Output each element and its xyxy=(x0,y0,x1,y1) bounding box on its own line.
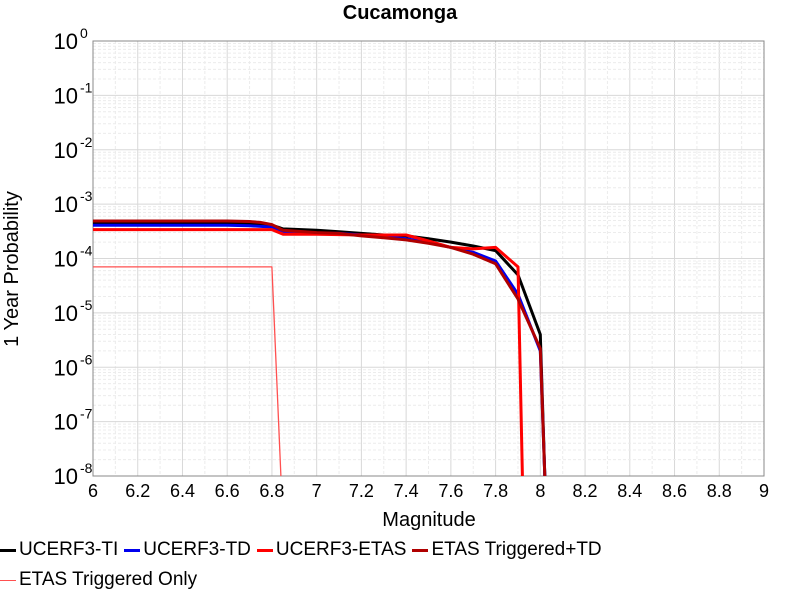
legend-swatch xyxy=(412,548,429,552)
y-tick-base: 10 xyxy=(54,83,78,108)
series-line-ucerf3-etas xyxy=(93,228,524,477)
y-tick-exponent: -5 xyxy=(80,297,93,313)
x-tick-label: 9 xyxy=(759,481,769,501)
x-tick-labels: 6 6.2 6.4 6.6 6.8 7 7.2 7.4 7.6 7.8 8 8.2 8.4 8.6 8.8 9 xyxy=(88,481,769,501)
x-tick-label: 6 xyxy=(88,481,98,501)
y-tick-label: 10 -1 xyxy=(54,79,93,108)
x-tick-label: 6.4 xyxy=(170,481,195,501)
y-tick-base: 10 xyxy=(54,29,78,54)
y-tick-exponent: -2 xyxy=(80,134,93,150)
y-tick-base: 10 xyxy=(54,355,78,380)
x-tick-label: 8.2 xyxy=(573,481,598,501)
y-tick-label: 10 -3 xyxy=(54,188,93,217)
x-tick-label: 8.8 xyxy=(707,481,732,501)
x-tick-label: 8.6 xyxy=(662,481,687,501)
x-tick-label: 6.6 xyxy=(215,481,240,501)
legend-label: UCERF3-TD xyxy=(143,539,251,560)
x-tick-label: 6.2 xyxy=(125,481,150,501)
y-tick-base: 10 xyxy=(54,410,78,435)
legend-label: UCERF3-ETAS xyxy=(275,539,407,560)
legend-swatch xyxy=(0,579,16,581)
legend-item-ucerf3-ti: UCERF3-TI xyxy=(0,539,118,561)
grid xyxy=(92,41,765,477)
series-group xyxy=(93,219,547,477)
y-tick-base: 10 xyxy=(54,138,78,163)
series-line-etas-triggered-td xyxy=(93,219,547,477)
x-tick-label: 8 xyxy=(535,481,545,501)
y-tick-label: 10 -8 xyxy=(54,460,93,489)
y-tick-exponent: -1 xyxy=(80,79,93,95)
x-tick-label: 7 xyxy=(312,481,322,501)
chart-title: Cucamonga xyxy=(343,2,458,24)
legend-item-ucerf3-etas: UCERF3-ETAS xyxy=(256,539,407,561)
legend-item-ucerf3-td: UCERF3-TD xyxy=(124,539,251,561)
y-tick-exponent: 0 xyxy=(80,25,88,41)
y-tick-exponent: -7 xyxy=(80,406,93,422)
y-tick-label: 10 -6 xyxy=(54,351,93,380)
x-tick-label: 7.6 xyxy=(438,481,463,501)
plot-area xyxy=(92,40,765,477)
legend-swatch xyxy=(124,548,141,552)
legend-swatch xyxy=(0,548,16,552)
series-line-etas-triggered-only xyxy=(93,266,282,477)
y-tick-exponent: -8 xyxy=(80,460,93,476)
legend: UCERF3-TI UCERF3-TD UCERF3-ETAS ETAS Tri… xyxy=(0,538,608,562)
x-tick-label: 7.2 xyxy=(349,481,374,501)
x-tick-label: 8.4 xyxy=(617,481,642,501)
legend-swatch xyxy=(256,548,273,552)
y-tick-base: 10 xyxy=(54,301,78,326)
y-tick-label: 10 -2 xyxy=(54,134,93,163)
x-tick-label: 7.4 xyxy=(394,481,419,501)
y-axis-label: 1 Year Probability xyxy=(1,191,23,347)
x-axis-label: Magnitude xyxy=(382,509,475,531)
y-tick-label: 10 0 xyxy=(54,25,88,54)
y-tick-base: 10 xyxy=(54,247,78,272)
y-tick-exponent: -4 xyxy=(80,243,93,259)
legend-label: ETAS Triggered+TD xyxy=(431,539,602,560)
y-tick-label: 10 -5 xyxy=(54,297,93,326)
y-tick-exponent: -6 xyxy=(80,351,93,367)
legend-label: UCERF3-TI xyxy=(19,539,119,560)
x-tick-label: 6.8 xyxy=(259,481,284,501)
x-tick-label: 7.8 xyxy=(483,481,508,501)
y-tick-label: 10 -7 xyxy=(54,406,93,435)
y-tick-exponent: -3 xyxy=(80,188,93,204)
legend-item-etas-triggered-only: ETAS Triggered Only xyxy=(0,569,197,591)
y-tick-base: 10 xyxy=(54,192,78,217)
y-tick-base: 10 xyxy=(54,464,78,489)
legend-row-2: ETAS Triggered Only xyxy=(0,568,203,592)
y-tick-label: 10 -4 xyxy=(54,243,93,272)
legend-label: ETAS Triggered Only xyxy=(19,569,198,590)
legend-item-etas-triggered-td: ETAS Triggered+TD xyxy=(412,539,602,561)
